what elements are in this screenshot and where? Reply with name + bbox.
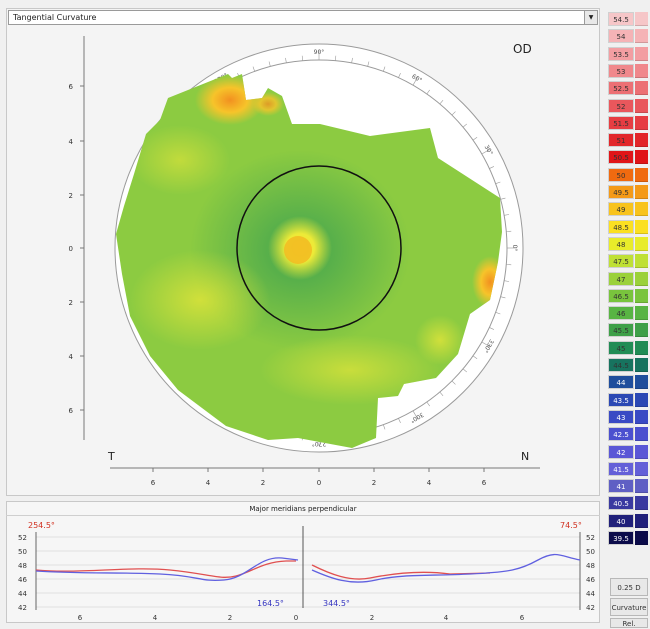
blue-profile-right xyxy=(312,555,580,583)
profile-y-tick-right: 48 xyxy=(586,562,595,570)
profile-y-tick-left: 50 xyxy=(18,548,27,556)
right-bottom-angle: 344.5° xyxy=(323,599,350,608)
profile-y-tick-right: 46 xyxy=(586,576,595,584)
right-top-angle: 74.5° xyxy=(560,521,582,530)
left-top-angle: 254.5° xyxy=(28,521,55,530)
profile-y-tick-left: 44 xyxy=(18,590,27,598)
profile-x-tick: 0 xyxy=(294,614,298,622)
profile-x-tick: 4 xyxy=(444,614,449,622)
profile-x-tick: 6 xyxy=(520,614,525,622)
profile-y-tick-right: 44 xyxy=(586,590,595,598)
profile-y-tick-left: 42 xyxy=(18,604,27,612)
profile-x-tick: 4 xyxy=(153,614,158,622)
profile-x-tick: 6 xyxy=(78,614,83,622)
profile-y-tick-right: 42 xyxy=(586,604,595,612)
profile-y-tick-left: 48 xyxy=(18,562,27,570)
left-bottom-angle: 164.5° xyxy=(257,599,284,608)
profile-x-tick: 2 xyxy=(370,614,374,622)
profile-y-tick-left: 52 xyxy=(18,534,27,542)
profile-x-tick: 2 xyxy=(228,614,232,622)
profile-y-tick-right: 52 xyxy=(586,534,595,542)
profile-y-tick-left: 46 xyxy=(18,576,27,584)
profile-y-tick-right: 50 xyxy=(586,548,595,556)
